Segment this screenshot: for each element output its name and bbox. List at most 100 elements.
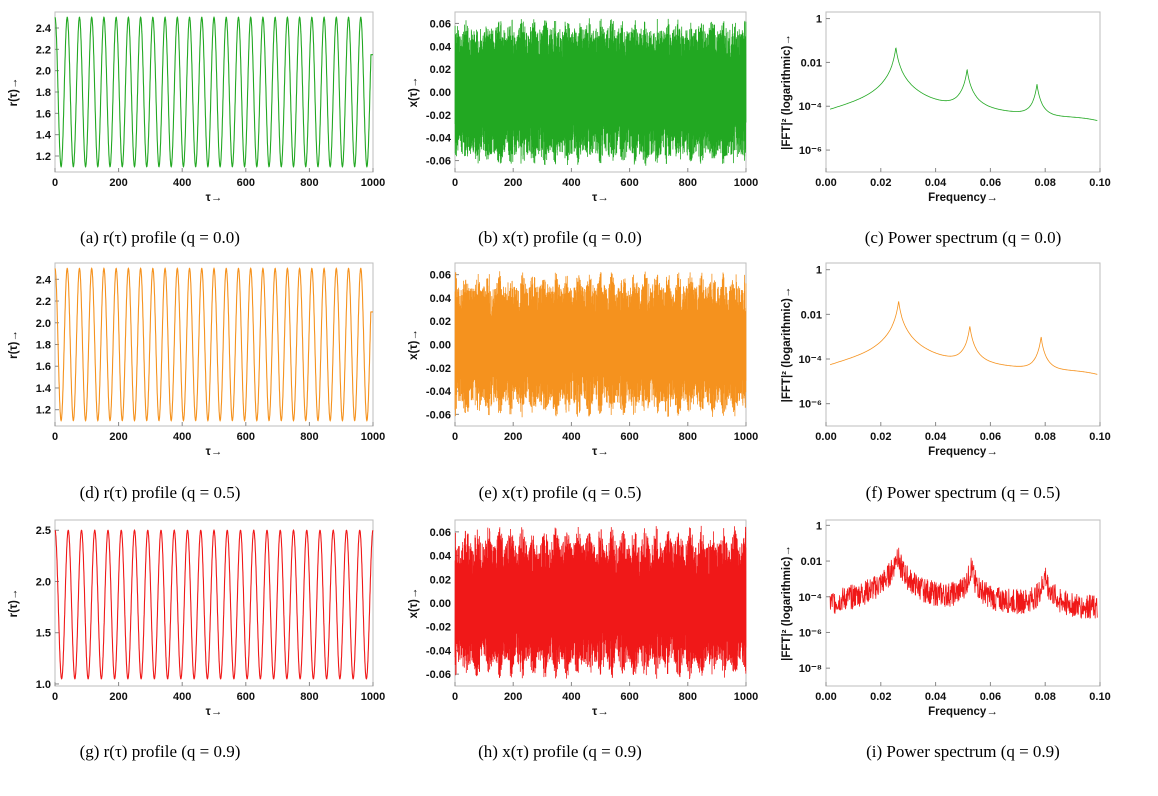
x-tick-label: 0.00 <box>815 177 836 189</box>
y-tick-label: 2.2 <box>36 296 51 308</box>
x-tick-label: 800 <box>300 431 318 443</box>
x-axis-label: τ→ <box>592 706 609 718</box>
y-tick-label: 10⁻⁴ <box>799 354 822 366</box>
x-tick-label: 600 <box>237 177 255 189</box>
chart-panel-1: 0 200 400 600 800 1000 1.2 1.4 1.6 1.8 2.0 2.2 2.4 τ→… <box>8 11 385 247</box>
y-tick-label: 10⁻⁴ <box>799 592 822 604</box>
y-tick-label: 1.8 <box>36 87 51 99</box>
x-tick-label: 0.10 <box>1089 177 1110 189</box>
x-tick-label: 1000 <box>734 431 758 443</box>
y-tick-label: 0.04 <box>430 551 452 563</box>
x-tick-label: 0.06 <box>980 177 1001 189</box>
x-tick-label: 200 <box>109 431 127 443</box>
x-axis-label: Frequency→ <box>928 706 998 718</box>
panel-caption: (a) r(τ) profile (q = 0.0) <box>80 228 240 247</box>
y-tick-label: 2.2 <box>36 44 51 56</box>
y-axis-label: |FFT|² (logarithmic)→ <box>781 287 793 403</box>
y-tick-label: -0.02 <box>426 622 451 634</box>
panel-caption: (h) x(τ) profile (q = 0.9) <box>478 742 642 761</box>
x-tick-label: 0.10 <box>1089 691 1110 703</box>
y-tick-label: 1 <box>816 265 822 277</box>
y-axis-label: r(τ)→ <box>8 330 20 359</box>
x-tick-label: 1000 <box>361 177 385 189</box>
x-tick-label: 0 <box>452 691 458 703</box>
x-tick-label: 600 <box>620 177 638 189</box>
x-tick-label: 0.08 <box>1034 431 1055 443</box>
y-tick-label: -0.04 <box>426 645 452 657</box>
y-tick-label: 0.02 <box>430 316 451 328</box>
y-tick-label: 0.02 <box>430 64 451 76</box>
series-line <box>54 267 373 422</box>
panel-caption: (d) r(τ) profile (q = 0.5) <box>80 483 241 502</box>
chart-panel-3: 0.00 0.02 0.04 0.06 0.08 0.10 1 0.01 10⁻⁴ 10⁻⁶ Fre… <box>781 11 1111 247</box>
y-tick-label: 10⁻⁶ <box>799 627 822 639</box>
x-tick-label: 0.08 <box>1034 691 1055 703</box>
panel-caption: (g) r(τ) profile (q = 0.9) <box>80 742 241 761</box>
x-tick-label: 0.06 <box>980 431 1001 443</box>
y-tick-label: 1.5 <box>36 628 51 640</box>
series-line <box>54 16 373 168</box>
y-tick-label: 2.4 <box>36 274 52 286</box>
x-axis-label: τ→ <box>206 446 223 458</box>
x-tick-label: 200 <box>109 691 127 703</box>
y-tick-label: -0.02 <box>426 110 451 122</box>
y-tick-label: 1 <box>816 520 822 532</box>
x-tick-label: 0.00 <box>815 431 836 443</box>
x-tick-label: 0.02 <box>870 177 891 189</box>
x-tick-label: 800 <box>679 691 697 703</box>
y-tick-label: 0.04 <box>430 293 452 305</box>
y-tick-label: -0.06 <box>426 156 451 168</box>
chart-panel-9: 0.00 0.02 0.04 0.06 0.08 0.10 1 0.01 10⁻⁴ 10⁻⁶ 10⁻… <box>781 519 1111 761</box>
y-tick-label: 2.0 <box>36 66 51 78</box>
y-tick-label: 0.06 <box>430 270 451 282</box>
x-tick-label: 600 <box>620 691 638 703</box>
x-tick-label: 1000 <box>734 177 758 189</box>
x-tick-label: 600 <box>237 431 255 443</box>
y-axis-label: r(τ)→ <box>8 78 20 107</box>
series-line <box>829 301 1098 375</box>
x-tick-label: 1000 <box>361 431 385 443</box>
y-tick-label: 0.00 <box>430 340 451 352</box>
x-tick-label: 0 <box>52 691 58 703</box>
x-axis-label: τ→ <box>592 192 609 204</box>
x-axis-label: τ→ <box>206 706 223 718</box>
y-axis-label: x(τ)→ <box>408 77 420 108</box>
x-tick-label: 400 <box>173 177 191 189</box>
x-tick-label: 0.00 <box>815 691 836 703</box>
x-tick-label: 200 <box>504 431 522 443</box>
series-line <box>454 525 747 680</box>
panel-caption: (b) x(τ) profile (q = 0.0) <box>478 228 642 247</box>
plot-frame <box>825 519 1101 687</box>
x-axis-label: τ→ <box>206 192 223 204</box>
y-tick-label: 1.2 <box>36 151 51 163</box>
x-tick-label: 200 <box>504 177 522 189</box>
x-tick-label: 0.02 <box>870 431 891 443</box>
y-axis-label: x(τ)→ <box>408 588 420 619</box>
y-tick-label: 10⁻⁶ <box>799 399 822 411</box>
x-tick-label: 400 <box>562 431 580 443</box>
x-tick-label: 800 <box>679 431 697 443</box>
y-tick-label: 10⁻⁶ <box>799 145 822 157</box>
y-axis-label: |FFT|² (logarithmic)→ <box>781 34 793 150</box>
x-tick-label: 0.06 <box>980 691 1001 703</box>
x-tick-label: 0.04 <box>925 691 947 703</box>
panel-caption: (c) Power spectrum (q = 0.0) <box>865 228 1062 247</box>
panel-caption: (e) x(τ) profile (q = 0.5) <box>479 483 642 502</box>
x-tick-label: 400 <box>173 431 191 443</box>
x-tick-label: 400 <box>173 691 191 703</box>
y-tick-label: -0.06 <box>426 669 451 681</box>
x-tick-label: 0 <box>452 431 458 443</box>
y-tick-label: 2.0 <box>36 318 51 330</box>
x-axis-label: Frequency→ <box>928 446 998 458</box>
series-line <box>829 47 1098 121</box>
y-tick-label: -0.06 <box>426 409 451 421</box>
y-tick-label: 1.0 <box>36 679 51 691</box>
series-line <box>54 528 374 680</box>
y-tick-label: -0.04 <box>426 386 452 398</box>
x-tick-label: 800 <box>300 177 318 189</box>
x-tick-label: 0.02 <box>870 691 891 703</box>
x-tick-label: 0.04 <box>925 431 947 443</box>
y-tick-label: 0.01 <box>801 309 822 321</box>
y-axis-label: |FFT|² (logarithmic)→ <box>781 545 793 661</box>
chart-panel-4: 0 200 400 600 800 1000 1.2 1.4 1.6 1.8 2.0 2.2 2.4 τ→… <box>8 262 385 502</box>
